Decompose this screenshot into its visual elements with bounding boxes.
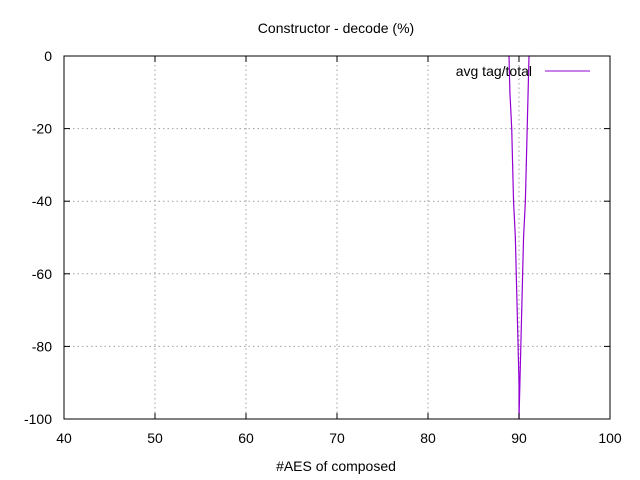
x-tick-label: 50 xyxy=(147,430,163,446)
data-point xyxy=(514,236,516,239)
x-tick-label: 70 xyxy=(329,430,345,446)
data-point xyxy=(515,273,517,275)
x-tick-label: 40 xyxy=(56,430,72,446)
x-tick-label: 90 xyxy=(511,430,527,446)
data-point xyxy=(522,273,524,275)
data-point xyxy=(521,309,523,311)
data-point xyxy=(512,164,514,166)
x-tick-label: 100 xyxy=(598,430,622,446)
x-tick-label: 60 xyxy=(238,430,254,446)
data-point xyxy=(516,309,518,311)
data-point xyxy=(517,345,519,347)
data-point xyxy=(509,91,511,93)
data-point xyxy=(525,164,527,166)
data-point xyxy=(526,128,528,130)
y-tick-label: -80 xyxy=(32,338,52,354)
y-tick-label: 0 xyxy=(44,48,52,64)
data-point xyxy=(520,345,522,347)
chart-title: Constructor - decode (%) xyxy=(258,20,414,36)
data-point xyxy=(519,382,521,384)
x-axis-label: #AES of composed xyxy=(276,458,396,474)
y-tick-label: -20 xyxy=(32,121,52,137)
grid xyxy=(64,56,610,419)
data-point xyxy=(522,236,525,239)
ticks: 40 50 60 70 80 90 100 0 -20 -40 -60 -80 -100 xyxy=(24,48,622,446)
data-point xyxy=(527,91,529,93)
data-point xyxy=(524,200,526,202)
y-tick-label: -100 xyxy=(24,411,52,427)
data-point xyxy=(518,382,520,384)
legend: avg tag/total xyxy=(456,63,590,79)
x-tick-label: 80 xyxy=(420,430,436,446)
data-point xyxy=(512,200,515,202)
legend-label: avg tag/total xyxy=(456,63,532,79)
y-tick-label: -60 xyxy=(32,266,52,282)
y-tick-label: -40 xyxy=(32,193,52,209)
data-point xyxy=(511,128,513,130)
